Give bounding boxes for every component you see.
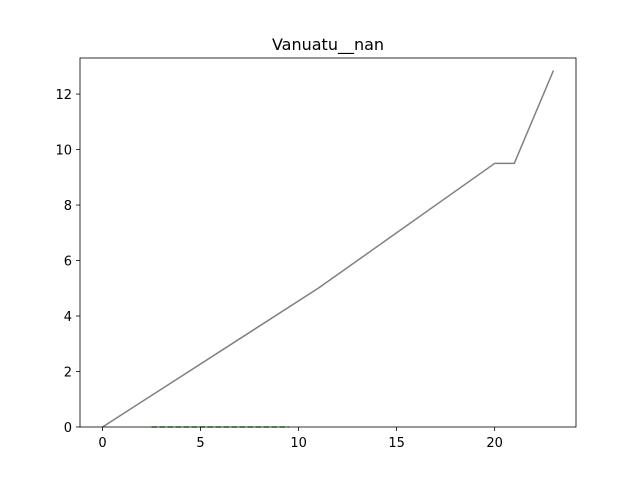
- chart-title: Vanuatu__nan: [272, 35, 384, 55]
- y-tick-label: 2: [64, 366, 72, 381]
- axes-layer: 0 5 10 15 20 0 2 4 6 8 10 12: [55, 57, 577, 451]
- y-tick-label: 0: [64, 421, 72, 436]
- y-tick-label: 10: [55, 144, 72, 159]
- x-tick-label: 0: [98, 436, 106, 451]
- x-tick-label: 20: [486, 436, 503, 451]
- x-tick-label: 10: [290, 436, 307, 451]
- y-tick-label: 6: [64, 255, 72, 270]
- y-tick-label: 8: [64, 199, 72, 214]
- x-tick-label: 15: [388, 436, 405, 451]
- plot-frame: [79, 57, 577, 428]
- x-tick-label: 5: [196, 436, 204, 451]
- y-tick-label: 4: [64, 310, 72, 325]
- y-tick-label: 12: [55, 88, 72, 103]
- series-line-0: [102, 70, 555, 428]
